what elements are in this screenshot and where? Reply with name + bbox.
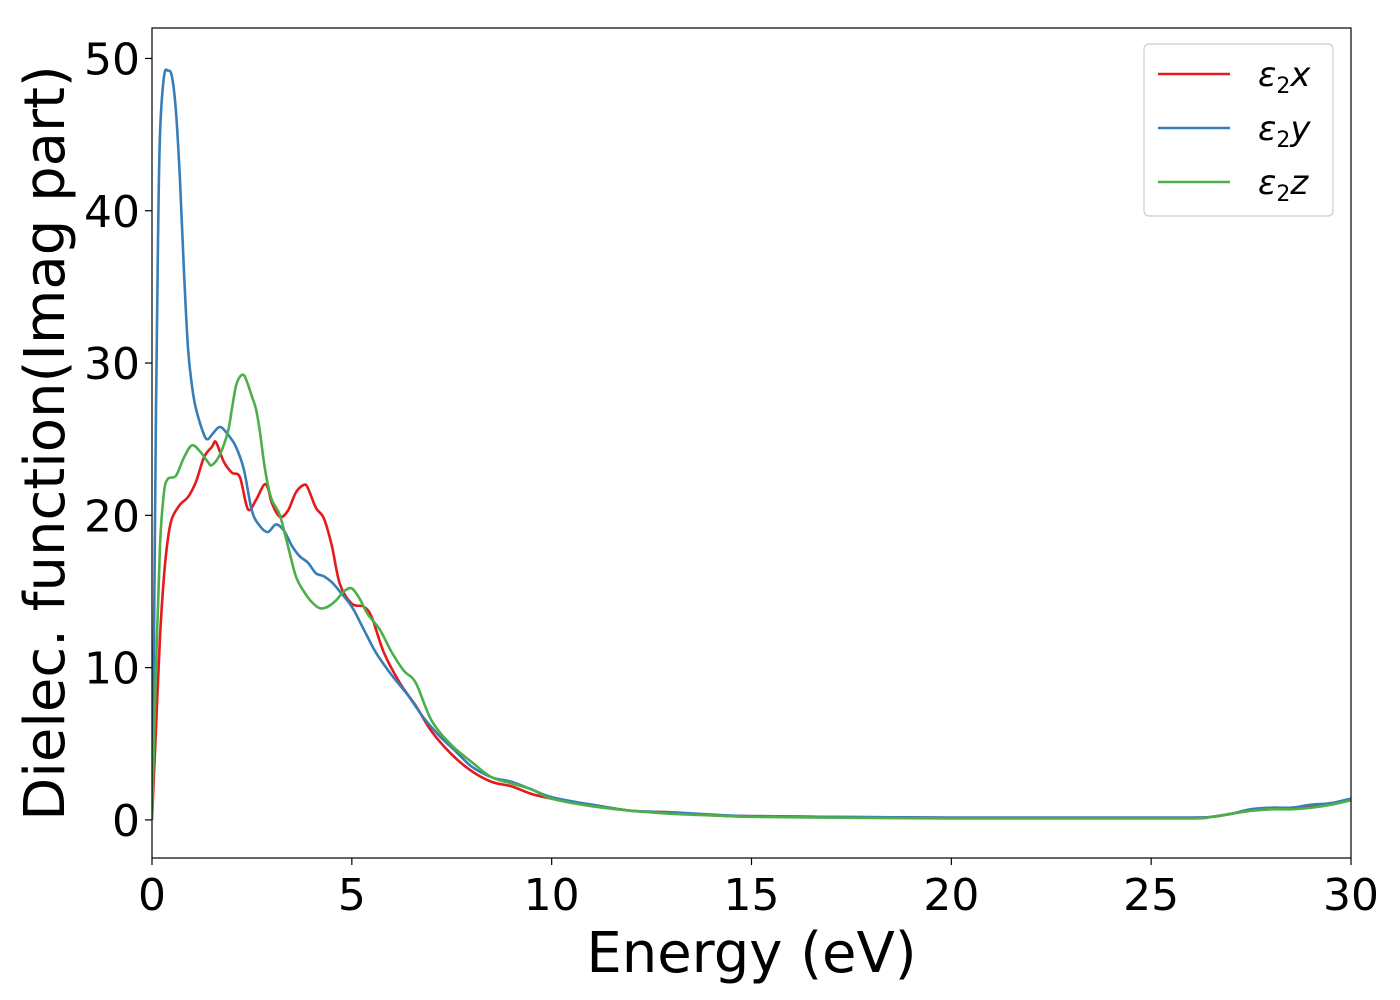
x-tick-label: 0 — [138, 870, 166, 921]
y-axis-ticks: 0 10 20 30 40 50 — [84, 34, 152, 847]
legend-label: ε2y — [1258, 109, 1311, 153]
legend-label: ε2z — [1258, 163, 1309, 207]
legend-item-x: ε2x — [1158, 55, 1311, 99]
legend-box — [1143, 43, 1334, 217]
x-tick-label: 30 — [1323, 870, 1379, 921]
y-tick-label: 40 — [84, 187, 140, 238]
y-tick-label: 50 — [84, 34, 140, 85]
y-axis-title: Dielec. function(Imag part) — [13, 65, 78, 821]
series-line-z — [152, 373, 1351, 820]
y-tick-label: 20 — [84, 491, 140, 542]
y-tick-label: 30 — [84, 339, 140, 390]
x-axis-title: Energy (eV) — [586, 921, 916, 986]
x-tick-label: 15 — [724, 870, 780, 921]
legend-item-z: ε2z — [1158, 163, 1309, 207]
x-tick-label: 5 — [338, 870, 366, 921]
legend-item-y: ε2y — [1158, 109, 1311, 153]
legend-label: ε2x — [1258, 55, 1311, 99]
x-tick-label: 25 — [1123, 870, 1179, 921]
series-line-x — [152, 440, 1351, 820]
plot-lines — [152, 68, 1351, 820]
x-axis-ticks: 0 5 10 15 20 25 30 — [138, 858, 1379, 921]
y-tick-label: 10 — [84, 644, 140, 695]
legend: ε2x ε2y ε2z — [1143, 43, 1334, 217]
x-tick-label: 20 — [923, 870, 979, 921]
y-tick-label: 0 — [112, 796, 140, 847]
x-tick-label: 10 — [524, 870, 580, 921]
